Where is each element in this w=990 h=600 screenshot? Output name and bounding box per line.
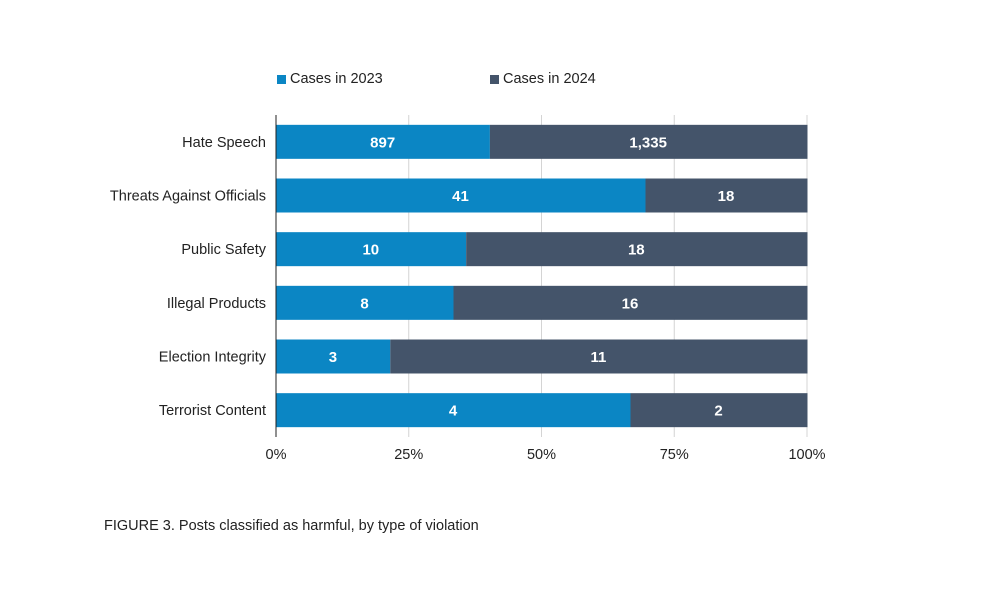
legend-label-2023: Cases in 2023	[290, 71, 383, 87]
category-label-0: Hate Speech	[182, 135, 266, 151]
legend-label-2024: Cases in 2024	[503, 71, 596, 87]
data-label-2024-5: 2	[714, 403, 722, 420]
bar-2024-1	[645, 178, 808, 213]
bar-2024-5	[630, 393, 808, 428]
bar-2024-4	[390, 339, 808, 374]
data-label-2023-1: 41	[452, 188, 469, 205]
data-label-2023-4: 3	[329, 349, 337, 366]
category-label-4: Election Integrity	[159, 350, 267, 366]
x-tick-label-4: 100%	[788, 447, 825, 463]
bar-2024-3	[453, 285, 808, 320]
bar-2023-1	[276, 178, 646, 213]
data-label-2023-5: 4	[449, 403, 458, 420]
bar-2023-2	[276, 232, 467, 267]
bar-2024-0	[489, 124, 808, 159]
category-label-3: Illegal Products	[167, 296, 266, 312]
bar-2023-3	[276, 285, 454, 320]
data-label-2024-3: 16	[622, 295, 639, 312]
data-label-2024-2: 18	[628, 242, 645, 259]
bar-2024-2	[466, 232, 808, 267]
category-label-1: Threats Against Officials	[110, 189, 266, 205]
bar-2023-4	[276, 339, 391, 374]
data-label-2024-1: 18	[718, 188, 735, 205]
legend-swatch-2023	[277, 74, 286, 84]
figure-caption: FIGURE 3. Posts classified as harmful, b…	[104, 518, 479, 534]
data-label-2023-3: 8	[360, 295, 368, 312]
x-tick-label-2: 50%	[527, 447, 556, 463]
data-label-2024-0: 1,335	[629, 134, 667, 151]
category-label-5: Terrorist Content	[159, 403, 266, 419]
x-tick-label-3: 75%	[660, 447, 689, 463]
bar-2023-5	[276, 393, 631, 428]
legend-item-2024: Cases in 2024	[490, 71, 596, 87]
legend-swatch-2024	[490, 74, 499, 84]
x-tick-label-1: 25%	[394, 447, 423, 463]
data-label-2023-0: 897	[370, 134, 395, 151]
data-label-2023-2: 10	[362, 242, 379, 259]
x-tick-label-0: 0%	[266, 447, 287, 463]
data-label-2024-4: 11	[590, 349, 606, 366]
legend-item-2023: Cases in 2023	[277, 71, 383, 87]
category-label-2: Public Safety	[181, 242, 266, 258]
bar-2023-0	[276, 124, 490, 159]
